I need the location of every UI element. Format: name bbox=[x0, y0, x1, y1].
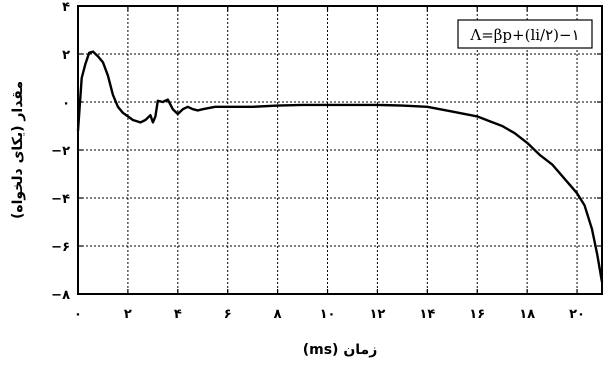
x-axis-title: زمان (ms) bbox=[303, 342, 378, 358]
y-axis-title: مقدار (یکای دلخواه) bbox=[10, 81, 26, 219]
x-tick-label: ۱۲ bbox=[369, 307, 385, 322]
x-tick-label: ۴ bbox=[174, 307, 182, 322]
x-tick-label: ۲ bbox=[124, 307, 132, 322]
x-tick-label: ۶ bbox=[224, 307, 232, 322]
series-line bbox=[76, 50, 604, 283]
y-tick-label: ۰ bbox=[62, 96, 70, 111]
y-tick-label: ۴ bbox=[62, 0, 70, 15]
y-tick-label: ۲ bbox=[62, 48, 70, 63]
legend-box bbox=[457, 19, 593, 49]
y-tick-label: −۴ bbox=[51, 192, 70, 207]
legend: Λ=βp+(li/۲)−۱ bbox=[457, 19, 593, 49]
series-layer bbox=[76, 50, 604, 283]
legend-entry: Λ=βp+(li/۲)−۱ bbox=[469, 26, 579, 44]
x-tick-label: ۲۰ bbox=[569, 307, 585, 322]
x-tick-label: ۱۶ bbox=[469, 307, 485, 322]
y-tick-label: −۲ bbox=[51, 144, 70, 159]
x-tick-label: ۰ bbox=[74, 307, 82, 322]
x-tick-label: ۱۰ bbox=[320, 307, 336, 322]
x-tick-label: ۱۸ bbox=[519, 307, 535, 322]
y-tick-label: −۸ bbox=[51, 288, 70, 303]
y-tick-label: −۶ bbox=[51, 240, 70, 255]
x-tick-label: ۱۴ bbox=[419, 307, 435, 322]
ticks bbox=[77, 5, 602, 295]
x-tick-label: ۸ bbox=[274, 307, 282, 322]
grid bbox=[78, 6, 602, 294]
